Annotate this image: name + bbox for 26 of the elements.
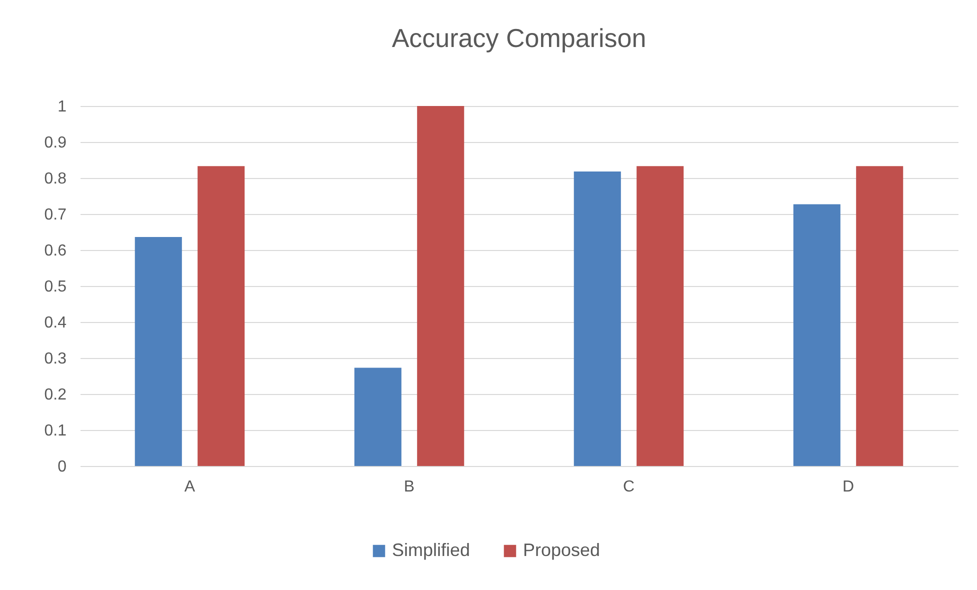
y-tick-label: 0.1 xyxy=(44,422,67,440)
bar xyxy=(793,204,840,466)
y-tick-label: 0.8 xyxy=(44,170,67,188)
bar xyxy=(198,166,245,466)
x-tick-label: D xyxy=(842,478,854,496)
y-tick-label: 0 xyxy=(58,458,67,476)
x-tick-label: C xyxy=(622,478,635,496)
y-tick-label: 1 xyxy=(58,98,67,116)
bar xyxy=(574,172,621,466)
y-tick-label: 0.9 xyxy=(44,134,67,152)
bar xyxy=(354,368,402,466)
y-tick-label: 0.6 xyxy=(44,242,67,260)
x-tick-label: B xyxy=(404,478,415,496)
chart-title: Accuracy Comparison xyxy=(392,23,646,53)
x-tick-label: A xyxy=(184,478,196,496)
legend-label: Proposed xyxy=(523,540,600,560)
y-tick-label: 0.4 xyxy=(44,314,67,332)
bar xyxy=(417,106,464,466)
legend-label: Simplified xyxy=(392,540,470,560)
y-tick-label: 0.5 xyxy=(44,278,67,296)
y-tick-label: 0.3 xyxy=(44,350,67,368)
bar xyxy=(134,237,182,466)
y-tick-label: 0.2 xyxy=(44,386,67,404)
y-tick-label: 0.7 xyxy=(44,206,67,224)
bar xyxy=(856,166,904,466)
bar xyxy=(636,166,684,466)
